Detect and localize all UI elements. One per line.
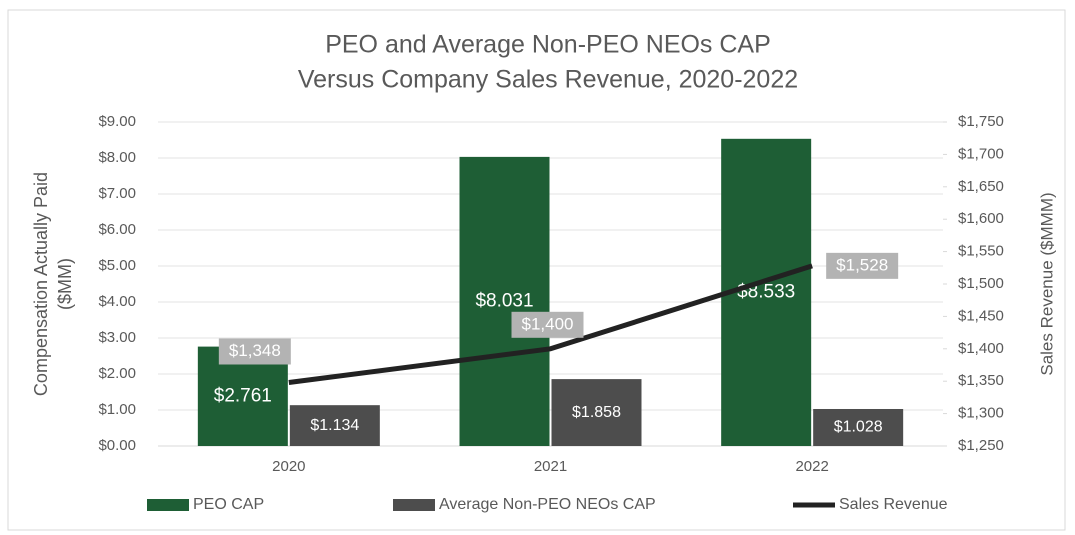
legend-label: Sales Revenue	[839, 496, 948, 513]
data-label: $8.031	[475, 290, 533, 311]
y-tick-label: $4.00	[98, 293, 136, 310]
bar	[289, 405, 380, 446]
x-tick-label: 2021	[534, 458, 567, 475]
y2-tick-label: $1,250	[958, 437, 1004, 454]
data-label-box	[218, 338, 291, 365]
x-tick-label: 2020	[272, 458, 305, 475]
x-tick-label: 2022	[795, 458, 828, 475]
legend-swatch	[147, 499, 189, 511]
y2-axis-title: Sales Revenue ($MMM)	[1037, 192, 1056, 375]
legend-swatch	[393, 499, 435, 511]
y2-tick-label: $1,650	[958, 178, 1004, 195]
y-axis-title: Compensation Actually Paid	[31, 172, 51, 396]
bar	[459, 156, 550, 446]
y2-tick-label: $1,600	[958, 210, 1004, 227]
y-tick-label: $6.00	[98, 221, 136, 238]
data-label-box	[826, 252, 899, 279]
data-label: $1.134	[310, 417, 359, 434]
data-label: $1,400	[522, 314, 574, 333]
legend-label: PEO CAP	[193, 496, 264, 513]
y-tick-label: $2.00	[98, 365, 136, 382]
y-tick-label: $9.00	[98, 113, 136, 130]
y2-tick-label: $1,700	[958, 145, 1004, 162]
data-label: $1.858	[572, 404, 621, 421]
y-tick-label: $7.00	[98, 185, 136, 202]
bar	[551, 379, 642, 446]
y2-tick-label: $1,750	[958, 113, 1004, 130]
y-tick-label: $5.00	[98, 257, 136, 274]
y-tick-label: $0.00	[98, 437, 136, 454]
data-label: $1,348	[229, 341, 281, 360]
y-tick-label: $8.00	[98, 149, 136, 166]
data-label: $2.761	[214, 385, 272, 406]
y-tick-label: $3.00	[98, 329, 136, 346]
y2-tick-label: $1,500	[958, 275, 1004, 292]
legend-label: Average Non-PEO NEOs CAP	[439, 496, 656, 513]
y-tick-label: $1.00	[98, 401, 136, 418]
chart-title: Versus Company Sales Revenue, 2020-2022	[298, 66, 798, 94]
line	[288, 263, 813, 385]
y-axis-title: ($MM)	[55, 258, 75, 310]
data-label-box	[511, 311, 584, 338]
y2-tick-label: $1,300	[958, 405, 1004, 422]
y2-tick-label: $1,550	[958, 243, 1004, 260]
y2-tick-label: $1,400	[958, 340, 1004, 357]
y2-tick-label: $1,350	[958, 372, 1004, 389]
y2-tick-label: $1,450	[958, 307, 1004, 324]
data-label: $1,528	[836, 255, 888, 274]
data-label: $1.028	[834, 419, 883, 436]
chart-title: PEO and Average Non-PEO NEOs CAP	[325, 31, 771, 59]
bar	[813, 408, 904, 446]
